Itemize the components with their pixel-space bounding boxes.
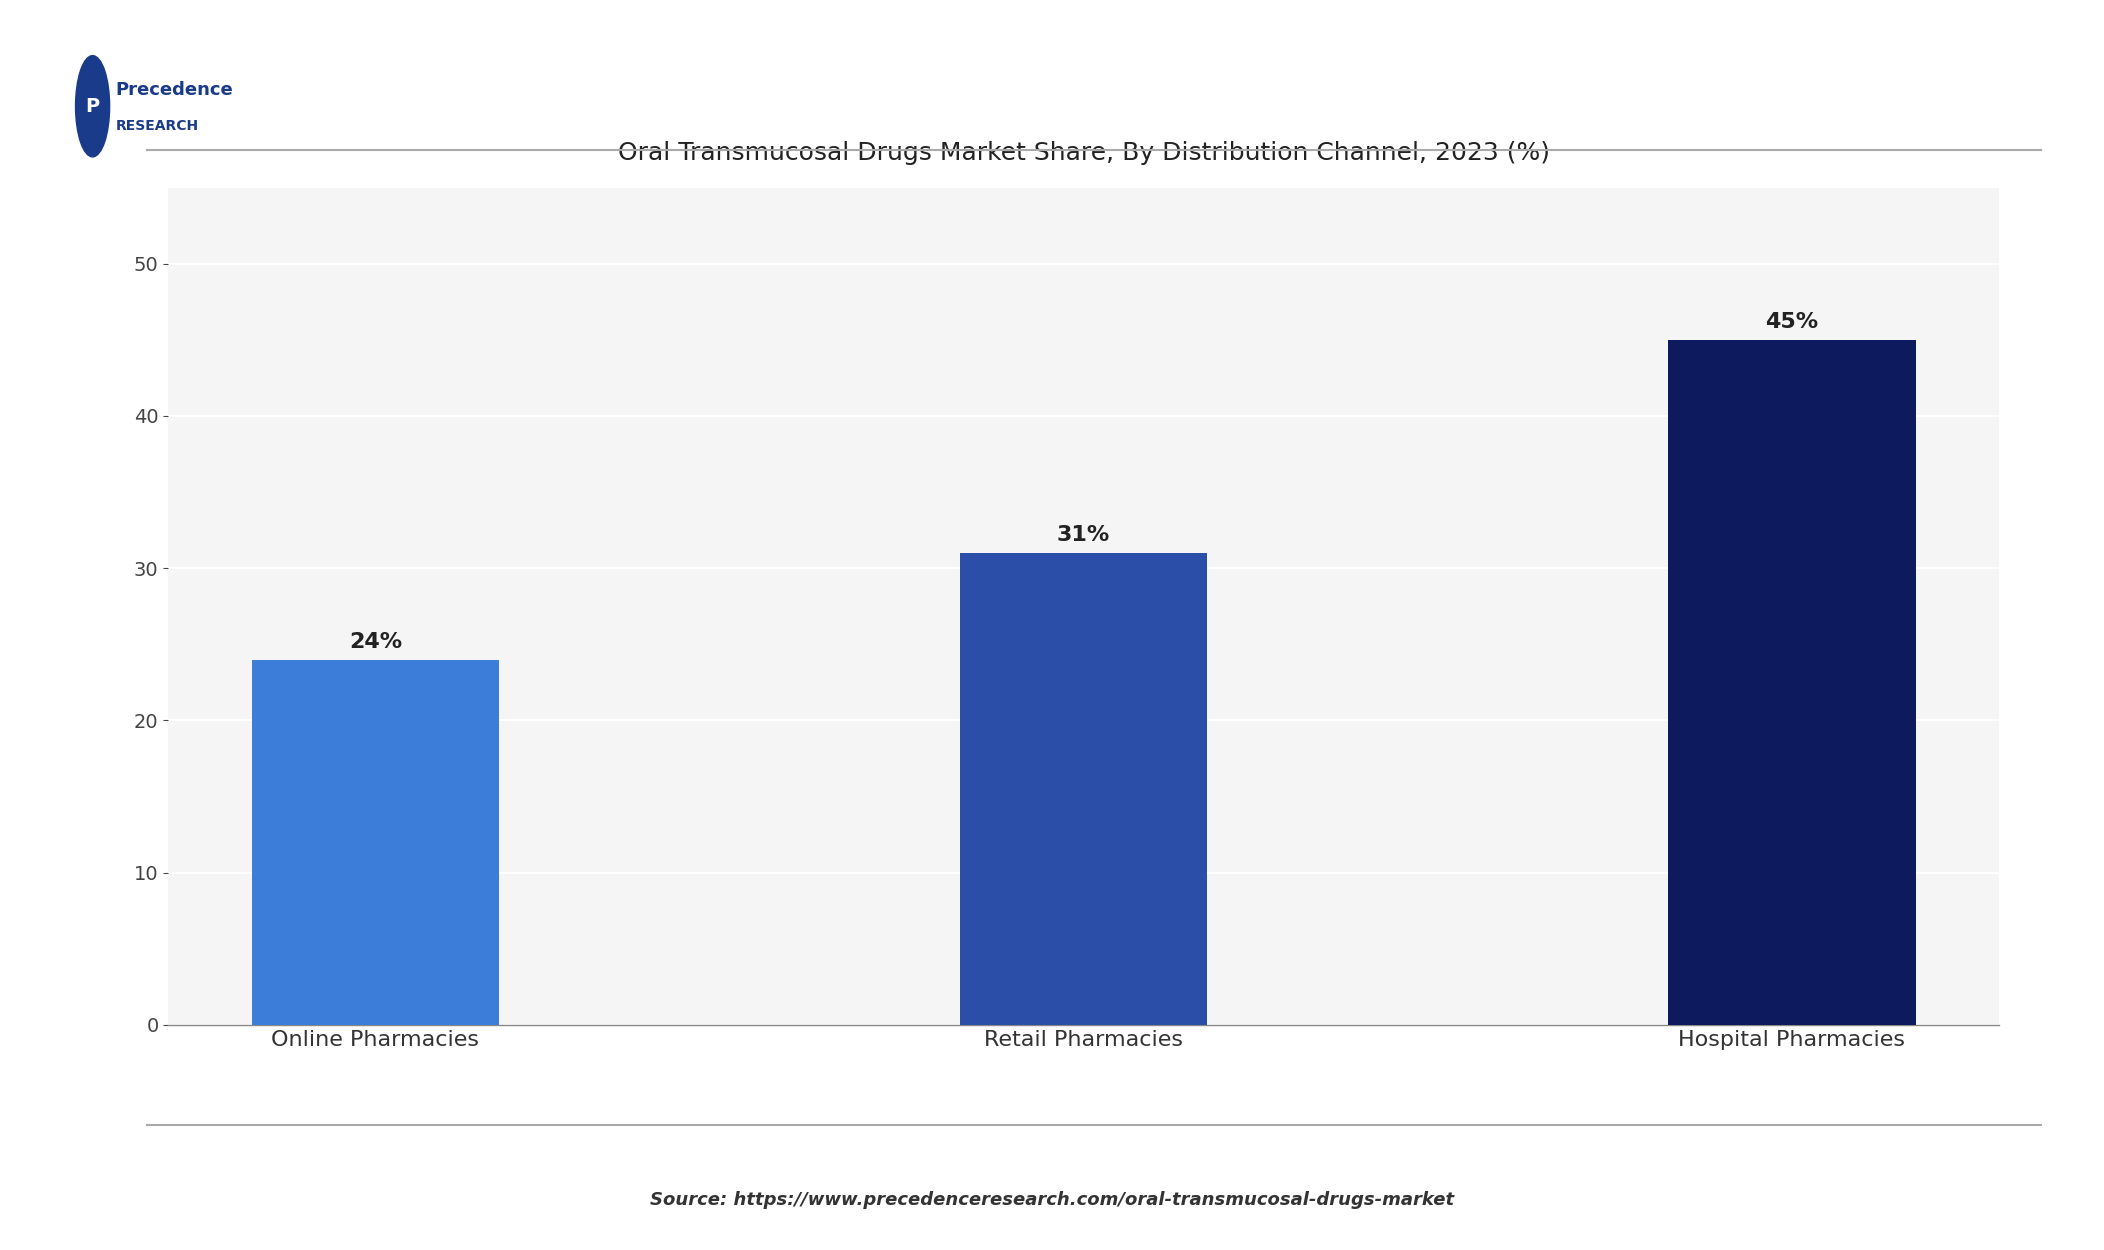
Title: Oral Transmucosal Drugs Market Share, By Distribution Channel, 2023 (%): Oral Transmucosal Drugs Market Share, By… xyxy=(619,141,1549,165)
Bar xyxy=(959,552,1208,1025)
Text: Precedence: Precedence xyxy=(116,81,234,99)
Bar xyxy=(252,660,499,1025)
Text: RESEARCH: RESEARCH xyxy=(116,119,200,132)
Text: 45%: 45% xyxy=(1765,312,1818,332)
Text: Source: https://www.precedenceresearch.com/oral-transmucosal-drugs-market: Source: https://www.precedenceresearch.c… xyxy=(650,1191,1454,1209)
Circle shape xyxy=(76,55,109,156)
Text: 24%: 24% xyxy=(349,632,402,652)
Bar xyxy=(1668,340,1915,1025)
Text: 31%: 31% xyxy=(1056,525,1111,545)
Text: P: P xyxy=(86,96,99,116)
